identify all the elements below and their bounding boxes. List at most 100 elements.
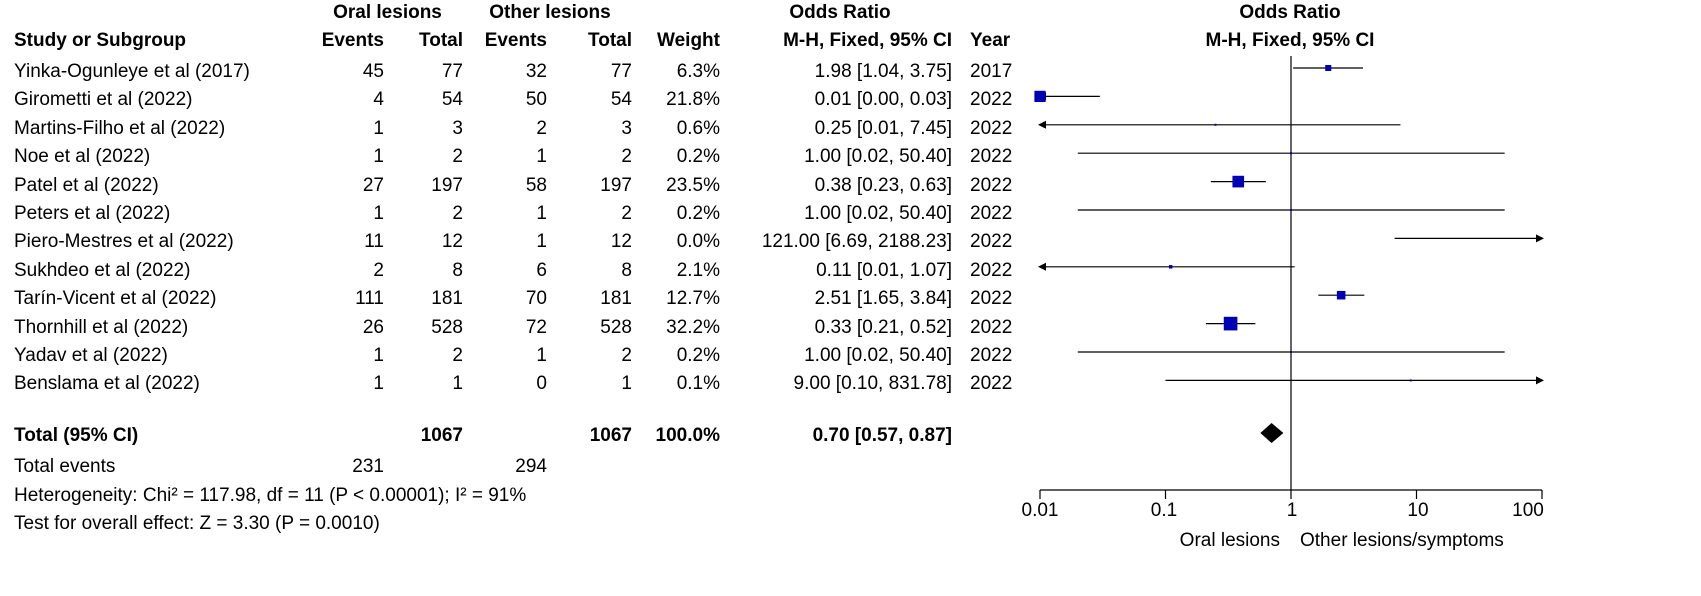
- study-year: 2022: [970, 259, 1013, 281]
- events-oral: 1: [373, 203, 384, 224]
- events-other: 1: [536, 146, 547, 168]
- total-other: 197: [600, 174, 632, 196]
- point-estimate: [1325, 64, 1332, 72]
- events-other: 58: [525, 174, 547, 196]
- study-name: Thornhill et al (2022): [14, 316, 189, 338]
- study-ci: 1.00 [0.02, 50.40]: [804, 146, 952, 168]
- year-column-header: Year: [970, 30, 1011, 51]
- events-other: 72: [525, 316, 547, 338]
- total-oral: 1: [452, 373, 463, 395]
- study-ci: 121.00 [6.69, 2188.23]: [761, 231, 952, 253]
- events-oral: 111: [355, 288, 384, 310]
- total-other: 181: [600, 288, 632, 310]
- study-weight: 23.5%: [666, 174, 720, 196]
- study-name: Noe et al (2022): [14, 146, 151, 168]
- total-oral: 12: [441, 231, 463, 253]
- point-estimate: [1223, 316, 1238, 331]
- events-oral: 11: [364, 231, 384, 253]
- study-ci: 1.00 [0.02, 50.40]: [804, 345, 952, 366]
- total-events-other: 294: [515, 456, 547, 477]
- events-other: 50: [525, 89, 547, 111]
- events-other: 1: [536, 231, 547, 253]
- oral-lesions-group-header: Oral lesions: [333, 2, 442, 23]
- total-other: 528: [600, 316, 632, 338]
- total-other: 77: [610, 61, 632, 82]
- events-other: 2: [536, 117, 547, 139]
- other-lesions-group-header: Other lesions: [489, 2, 611, 23]
- study-weight: 21.8%: [666, 89, 720, 111]
- total-oral: 197: [431, 174, 463, 196]
- axis-tick-label: 0.01: [1021, 500, 1059, 521]
- overall-effect-text: Test for overall effect: Z = 3.30 (P = 0…: [14, 513, 380, 534]
- ci-arrow: [1536, 376, 1544, 385]
- study-name: Sukhdeo et al (2022): [14, 259, 191, 281]
- events-oral: 27: [362, 174, 384, 196]
- ci-arrow: [1038, 262, 1046, 271]
- study-ci: 9.00 [0.10, 831.78]: [793, 373, 952, 395]
- study-name: Yadav et al (2022): [14, 345, 168, 366]
- total-oral: 54: [441, 89, 463, 111]
- study-ci: 1.00 [0.02, 50.40]: [804, 203, 952, 224]
- study-year: 2022: [970, 345, 1013, 366]
- study-year: 2022: [970, 203, 1013, 224]
- point-estimate: [1336, 290, 1346, 300]
- total-other: 54: [610, 89, 632, 111]
- study-weight: 0.2%: [676, 203, 720, 224]
- study-name: Piero-Mestres et al (2022): [14, 231, 234, 253]
- events-oral: 1: [373, 345, 384, 366]
- study-weight: 0.0%: [676, 231, 720, 253]
- events-oral: 4: [373, 89, 384, 111]
- total-other-column-header: Total: [588, 30, 632, 51]
- total-other: 2: [621, 146, 632, 168]
- events-other: 6: [536, 259, 547, 281]
- point-estimate: [1232, 175, 1245, 188]
- total-oral: 2: [452, 203, 463, 224]
- total-oral-column-header: Total: [419, 30, 463, 51]
- odds-ratio-plot-title: Odds Ratio: [1239, 2, 1341, 23]
- total-other: 12: [610, 231, 632, 253]
- events-other-column-header: Events: [484, 30, 547, 51]
- total-oral: 2: [452, 345, 463, 366]
- study-ci: 1.98 [1.04, 3.75]: [814, 61, 952, 82]
- heterogeneity-text: Heterogeneity: Chi² = 117.98, df = 11 (P…: [14, 485, 527, 506]
- study-name: Martins-Filho et al (2022): [14, 117, 226, 139]
- study-name: Benslama et al (2022): [14, 373, 200, 395]
- ci-arrow: [1536, 234, 1544, 243]
- study-ci: 0.01 [0.00, 0.03]: [814, 89, 952, 111]
- events-oral: 1: [373, 373, 384, 395]
- events-oral: 26: [362, 316, 384, 338]
- study-year: 2022: [970, 117, 1013, 139]
- total-other: 1: [621, 373, 632, 395]
- axis-tick-label: 10: [1407, 500, 1429, 521]
- total-other-count: 1067: [589, 425, 632, 446]
- study-name: Peters et al (2022): [14, 203, 171, 224]
- total-events-label: Total events: [14, 456, 116, 477]
- axis-tick-label: 100: [1512, 500, 1544, 521]
- events-oral: 1: [373, 146, 384, 168]
- study-weight: 12.7%: [666, 288, 720, 310]
- point-estimate: [1214, 123, 1217, 126]
- study-year: 2017: [970, 61, 1013, 82]
- study-weight: 0.1%: [676, 373, 720, 395]
- study-weight: 0.2%: [676, 146, 720, 168]
- events-oral: 45: [362, 61, 384, 82]
- study-year: 2022: [970, 288, 1013, 310]
- odds-ratio-table-title: Odds Ratio: [789, 2, 891, 23]
- point-estimate: [1034, 90, 1046, 103]
- point-estimate: [1290, 351, 1292, 353]
- study-column-header: Study or Subgroup: [14, 30, 187, 51]
- study-ci: 0.33 [0.21, 0.52]: [814, 316, 952, 338]
- study-ci: 2.51 [1.65, 3.84]: [814, 288, 952, 310]
- total-other: 3: [621, 117, 632, 139]
- ci-method-column-header: M-H, Fixed, 95% CI: [783, 30, 952, 51]
- point-estimate: [1290, 152, 1292, 155]
- point-estimate: [1290, 209, 1292, 211]
- study-weight: 2.1%: [676, 259, 720, 281]
- total-oral: 8: [452, 259, 463, 281]
- total-oral: 3: [452, 117, 463, 139]
- point-estimate: [1409, 379, 1412, 382]
- total-oral: 528: [431, 316, 463, 338]
- study-weight: 6.3%: [676, 61, 720, 82]
- favours-left-label: Oral lesions: [1179, 530, 1280, 551]
